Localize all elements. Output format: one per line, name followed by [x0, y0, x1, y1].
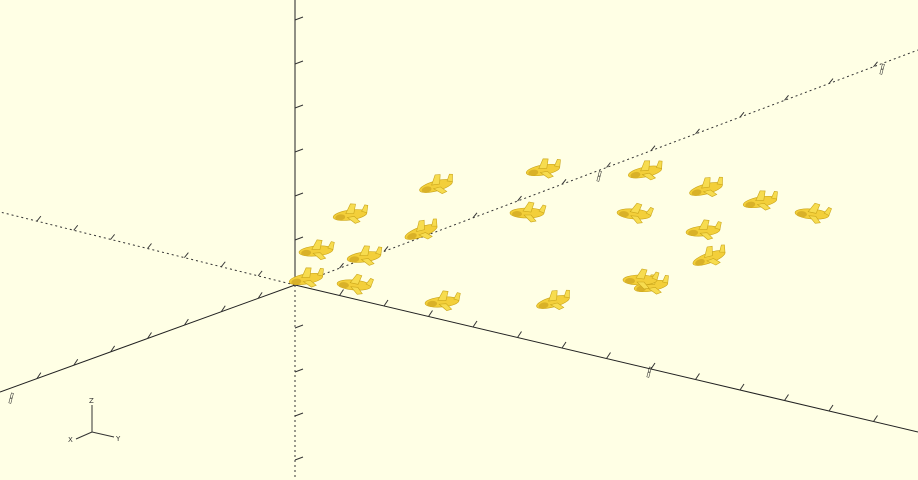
axis-tick [873, 415, 878, 422]
axis-tick [73, 358, 79, 366]
axis-tick [220, 261, 226, 268]
airplane-models[interactable] [287, 156, 832, 315]
gizmo-y-line [91, 431, 115, 438]
airplane-model[interactable] [298, 238, 336, 261]
axis-tick [873, 61, 878, 68]
axis-tick [294, 60, 304, 65]
axis-tick [383, 246, 389, 252]
axis-tick [339, 289, 344, 296]
axis-tick [739, 111, 745, 118]
airplane-model[interactable] [417, 170, 457, 199]
axis-tick [73, 224, 79, 231]
axis-tick [428, 310, 433, 317]
airplane-model[interactable] [509, 201, 547, 223]
axis-tick [828, 78, 834, 84]
airplane-model[interactable] [687, 173, 727, 202]
airplane-model[interactable] [685, 218, 723, 241]
axis-tick [36, 372, 42, 379]
airplane-model[interactable] [346, 243, 384, 268]
airplane-model[interactable] [336, 273, 374, 296]
axis-tick [294, 192, 304, 197]
axis-tick [110, 234, 116, 240]
airplane-model[interactable] [616, 202, 654, 225]
axis-tick [294, 104, 304, 109]
axis-tick [606, 162, 611, 168]
airplane-model[interactable] [794, 202, 832, 225]
axis-tick [472, 320, 478, 328]
airplane-model[interactable] [424, 289, 462, 312]
axis-tick [294, 368, 304, 373]
axis-tick [695, 373, 700, 380]
axis-tick [339, 262, 344, 269]
airplane-model[interactable] [332, 201, 370, 226]
axis-tick [294, 236, 304, 241]
axis-tick [110, 345, 116, 353]
axis-tick [147, 243, 152, 249]
axis-tick [294, 456, 304, 461]
airplane-model[interactable] [524, 156, 563, 182]
scale-label-neg: ▭▭ [5, 391, 18, 405]
axis-tick [36, 215, 42, 222]
axis-tick [739, 383, 745, 391]
axis-tick [147, 332, 152, 339]
y-axis-positive [294, 49, 918, 286]
axis-tick [220, 305, 226, 313]
scale-label-y: ▭▭ [593, 169, 606, 183]
axis-tick [606, 352, 611, 359]
axis-tick [784, 394, 789, 401]
axis-tick [183, 318, 189, 326]
axis-tick [183, 252, 189, 258]
axis-tick [695, 128, 700, 135]
gizmo-y-label: Y [115, 435, 121, 443]
gizmo-z-label: Z [89, 397, 94, 405]
axis-tick [828, 404, 834, 412]
scale-label-x: ▭▭ [643, 365, 656, 379]
axis-tick [257, 270, 263, 277]
airplane-model[interactable] [626, 157, 665, 184]
gizmo-x-label: X [68, 436, 73, 444]
axis-ticks [36, 16, 878, 461]
axis-tick [472, 212, 478, 219]
axis-gizmo: Z X Y [68, 397, 121, 444]
axis-tick [517, 331, 522, 338]
axis-tick [650, 362, 656, 370]
airplane-model[interactable] [287, 265, 326, 291]
airplane-model[interactable] [741, 188, 780, 214]
axis-tick [257, 292, 263, 299]
axis-tick [517, 195, 522, 202]
axis-tick [561, 178, 567, 185]
airplane-model[interactable] [401, 215, 442, 246]
axis-tick [784, 95, 789, 101]
scale-label-y-far: ▭▭ [876, 62, 889, 76]
axis-tick [383, 299, 389, 307]
airplane-model[interactable] [622, 268, 660, 290]
airplane-model[interactable] [689, 241, 730, 272]
airplane-model[interactable] [534, 286, 574, 315]
axis-tick [294, 324, 304, 329]
axis-tick [650, 145, 656, 152]
axis-tick [561, 341, 567, 349]
gizmo-x-line [75, 431, 93, 440]
axis-tick [294, 16, 304, 21]
axis-tick [294, 412, 304, 417]
axis-tick [294, 148, 304, 153]
